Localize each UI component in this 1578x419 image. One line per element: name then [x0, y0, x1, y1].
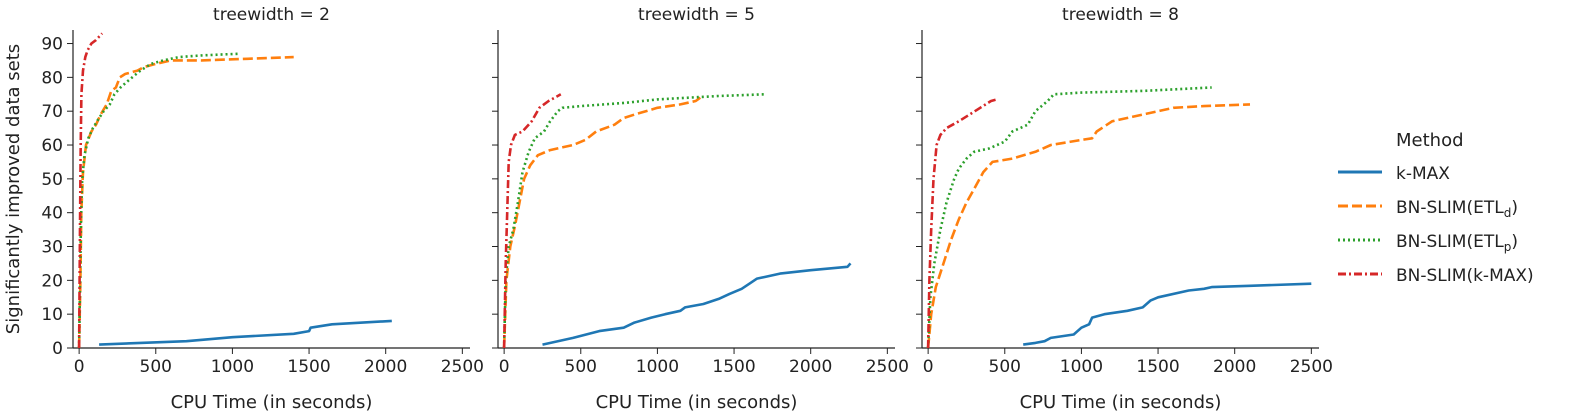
y-tick-label: 80 [41, 68, 63, 88]
legend-title: Method [1396, 130, 1464, 151]
legend-label: BN-SLIM(ETLd) [1396, 198, 1518, 220]
y-tick-label: 60 [41, 136, 63, 156]
x-tick-label: 0 [499, 357, 510, 377]
legend-label-close: ) [1511, 198, 1518, 218]
x-tick-label: 2500 [866, 357, 909, 377]
x-tick-label: 1000 [1060, 357, 1103, 377]
y-tick-label: 40 [41, 204, 63, 224]
panel-1: treewidth = 2 0 10 20 30 40 50 60 70 80 90 0 500 1000… [41, 5, 484, 413]
x-tick-label: 1000 [636, 357, 679, 377]
series-line-k-max [542, 262, 852, 346]
series-line-bn-slim-k-max [502, 93, 562, 349]
series-line-bn-slim-etld [77, 55, 294, 349]
legend-label-close: ) [1511, 232, 1518, 252]
series-line-k-max [99, 319, 392, 346]
x-tick-label: 2000 [364, 357, 407, 377]
y-tick-label: 30 [41, 238, 63, 258]
x-axis-label: CPU Time (in seconds) [596, 392, 798, 413]
x-tick-label: 500 [140, 357, 172, 377]
y-tick-label: 50 [41, 170, 63, 190]
legend-label: BN-SLIM(ETLp) [1396, 232, 1518, 254]
x-tick-label: 1000 [211, 357, 254, 377]
series-line-bn-slim-etlp [502, 93, 765, 349]
panel-title: treewidth = 5 [638, 5, 755, 25]
series-line-bn-slim-etld [926, 103, 1251, 349]
x-axis-label: CPU Time (in seconds) [1020, 392, 1222, 413]
panel-title: treewidth = 2 [213, 5, 330, 25]
series-line-bn-slim-k-max [926, 98, 998, 349]
legend-label-subscript: d [1504, 206, 1512, 220]
panel-2: treewidth = 5 0 500 1000 1500 2000 2500 CPU Tim… [492, 5, 909, 413]
panel-3: treewidth = 8 0 500 1000 1500 2000 2500 CPU Tim… [916, 5, 1333, 413]
y-tick-label: 90 [41, 35, 63, 55]
series-line-bn-slim-etlp [77, 52, 241, 349]
y-tick-label: 20 [41, 271, 63, 291]
x-tick-label: 1500 [712, 357, 755, 377]
x-tick-label: 0 [74, 357, 85, 377]
series-line-bn-slim-etld [502, 96, 702, 349]
x-tick-label: 500 [565, 357, 597, 377]
legend-label: k-MAX [1396, 164, 1450, 184]
x-tick-label: 2000 [789, 357, 832, 377]
x-tick-label: 500 [989, 357, 1021, 377]
x-tick-label: 1500 [287, 357, 330, 377]
series-line-bn-slim-k-max [77, 32, 104, 349]
x-tick-label: 1500 [1136, 357, 1179, 377]
panel-title: treewidth = 8 [1062, 5, 1179, 25]
y-tick-label: 0 [52, 339, 63, 359]
y-axis-label: Significantly improved data sets [3, 44, 24, 334]
series-line-k-max [1023, 282, 1312, 346]
y-tick-label: 10 [41, 305, 63, 325]
x-tick-label: 2500 [1290, 357, 1333, 377]
legend-label-subscript: p [1504, 240, 1512, 254]
x-tick-label: 2500 [441, 357, 484, 377]
legend-label: BN-SLIM(k-MAX) [1396, 266, 1534, 286]
y-tick-label: 70 [41, 102, 63, 122]
legend: Method k-MAX BN-SLIM(ETLd) BN-SLIM(ETLp) BN-… [1338, 130, 1534, 286]
x-tick-label: 0 [923, 357, 934, 377]
x-axis-label: CPU Time (in seconds) [171, 392, 373, 413]
series-line-bn-slim-etlp [926, 86, 1212, 349]
x-tick-label: 2000 [1213, 357, 1256, 377]
